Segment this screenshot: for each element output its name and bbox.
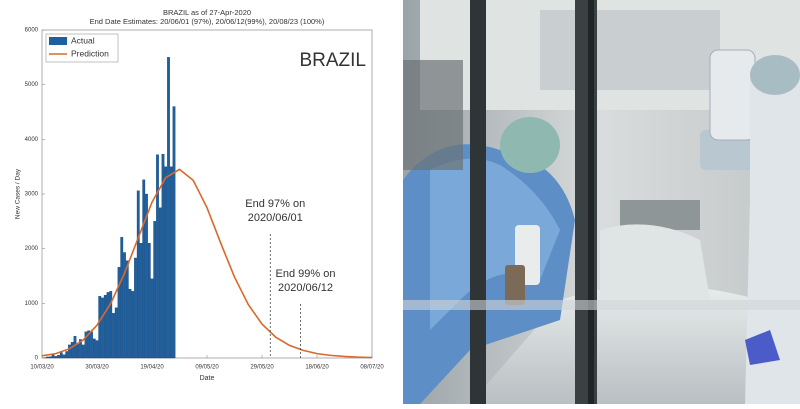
plot-area <box>42 30 372 358</box>
bar <box>143 180 145 358</box>
bar <box>156 155 158 358</box>
y-tick-label: 6000 <box>25 28 39 34</box>
bar <box>46 357 48 358</box>
bar <box>118 267 120 358</box>
bar <box>82 345 84 358</box>
bar <box>137 191 139 358</box>
bar <box>115 308 117 358</box>
bar <box>132 291 134 358</box>
photo <box>403 0 800 404</box>
bar <box>165 167 167 358</box>
bar <box>68 345 70 358</box>
legend-label: Prediction <box>71 48 109 58</box>
bar <box>49 357 51 358</box>
bar <box>167 57 169 358</box>
chart-title: BRAZIL as of 27-Apr-2020 <box>163 8 251 17</box>
bar <box>77 344 79 358</box>
bar <box>129 289 131 358</box>
x-axis-label: Date <box>200 375 215 382</box>
bar <box>60 353 62 358</box>
bar <box>123 252 125 358</box>
bar <box>71 342 73 358</box>
x-tick-label: 09/05/20 <box>195 365 219 371</box>
bar <box>57 355 59 358</box>
bar <box>112 313 114 358</box>
y-tick-label: 5000 <box>25 82 39 88</box>
y-axis-label: New Cases / Day <box>15 168 22 219</box>
y-tick-label: 4000 <box>25 137 39 143</box>
bar <box>134 258 136 358</box>
bar <box>154 221 156 358</box>
annotation-text: End 99% on <box>276 268 336 280</box>
bar <box>52 355 54 358</box>
bar <box>101 298 103 358</box>
bar <box>55 356 57 358</box>
bar <box>159 208 161 358</box>
x-tick-label: 10/03/20 <box>30 365 54 371</box>
bar <box>107 292 109 358</box>
bar <box>90 332 92 358</box>
x-tick-label: 08/07/20 <box>360 365 384 371</box>
x-tick-label: 18/06/20 <box>305 365 329 371</box>
bar <box>66 351 68 358</box>
bar <box>93 339 95 358</box>
x-tick-label: 29/05/20 <box>250 365 274 371</box>
bar <box>74 336 76 358</box>
country-label: BRAZIL <box>299 50 366 71</box>
y-tick-label: 2000 <box>25 246 39 252</box>
annotation-text: End 97% on <box>245 198 305 210</box>
annotation-text: 2020/06/01 <box>248 212 303 224</box>
x-tick-label: 30/03/20 <box>85 365 109 371</box>
bar <box>148 243 150 358</box>
legend-swatch <box>49 37 67 45</box>
bar <box>151 279 153 358</box>
bar <box>170 167 172 358</box>
annotation-text: 2020/06/12 <box>278 282 333 294</box>
legend-label: Actual <box>71 35 95 45</box>
bar <box>63 355 65 358</box>
bar <box>104 295 106 358</box>
x-tick-label: 19/04/20 <box>140 365 164 371</box>
bar <box>173 107 175 358</box>
bar <box>126 261 128 358</box>
bar <box>121 237 123 358</box>
y-tick-label: 3000 <box>25 192 39 198</box>
bar <box>99 296 101 358</box>
bar <box>140 243 142 358</box>
bar <box>96 341 98 358</box>
y-tick-label: 1000 <box>25 301 39 307</box>
chart-subtitle: End Date Estimates: 20/06/01 (97%), 20/0… <box>90 17 325 26</box>
